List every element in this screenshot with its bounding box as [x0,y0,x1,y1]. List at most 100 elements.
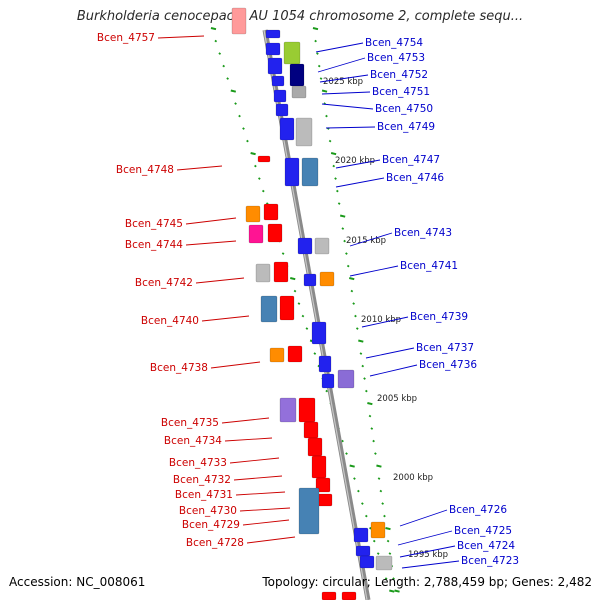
scale-label: 2010 kbp [361,315,401,325]
leader-line [399,545,456,558]
gene-label-left: Bcen_4745 [125,218,183,230]
gene-feature [267,57,283,75]
tick-mark [383,514,386,518]
gene-feature [273,261,289,283]
gene-feature [245,205,261,223]
tick-mark [354,314,357,318]
leader-line [176,165,223,171]
leader-line [233,475,283,481]
gene-feature [319,271,335,287]
tick-mark [392,577,395,580]
tick-mark [301,314,305,318]
tick-mark [317,64,321,68]
gene-feature [231,7,247,35]
gene-label-left: Bcen_4734 [164,435,222,447]
gene-feature [321,591,337,600]
tick-mark [345,452,348,455]
tick-mark [377,477,381,480]
tick-mark [376,552,380,555]
tick-mark [341,439,344,443]
leader-line [315,42,364,53]
gene-label-right: Bcen_4723 [461,555,519,567]
gene-label-right: Bcen_4743 [394,227,452,239]
tick-mark [336,189,339,193]
leader-line [157,35,205,39]
tick-mark [312,27,319,31]
tick-mark [226,77,229,80]
tick-mark [210,27,217,31]
gene-feature [283,41,301,65]
gene-feature [291,85,307,99]
leader-line [401,560,460,569]
gene-feature [267,223,283,243]
leader-line [246,536,296,544]
leader-line [349,232,393,247]
inner-tick-marks [312,27,400,593]
gene-feature [289,63,305,87]
leader-line [317,57,366,73]
gene-feature [257,155,271,163]
tick-mark [332,164,336,168]
gene-feature [284,157,300,187]
tick-mark [313,352,317,355]
gene-feature [298,397,316,423]
gene-feature [263,203,279,221]
tick-mark [250,152,256,156]
gene-feature [314,237,330,255]
scale-label: 1995 kbp [408,550,448,560]
gene-label-right: Bcen_4751 [372,86,430,98]
accession-text: Accession: NC_008061 [9,575,146,589]
right-gene-labels: Bcen_4754 Bcen_4753 Bcen_4752 Bcen_4751 Bcen… [315,37,519,569]
gene-label-right: Bcen_4724 [457,540,515,552]
leader-line [321,91,371,95]
tick-mark [364,514,368,518]
leader-line [221,417,270,424]
gene-label-right: Bcen_4736 [419,359,477,371]
tick-mark [394,589,400,593]
tick-mark [230,89,237,93]
tick-mark [365,389,368,393]
tick-mark [242,127,245,130]
gene-label-left: Bcen_4757 [97,32,155,44]
gene-feature [279,397,297,423]
tick-mark [376,464,382,468]
gene-feature [315,477,331,493]
map-title: Burkholderia cenocepacia AU 1054 chromos… [76,9,524,24]
gene-feature [255,263,271,283]
tick-mark [389,589,395,593]
gene-feature [298,487,320,535]
tick-mark [325,389,329,393]
leader-line [321,103,374,110]
gene-label-left: Bcen_4738 [150,362,208,374]
tick-mark [353,477,356,480]
tick-mark [363,377,366,380]
leader-line [365,347,415,359]
tick-mark [330,152,337,156]
left-gene-labels: Bcen_4757 Bcen_4748 Bcen_4745 Bcen_4744 Bcen… [97,32,296,549]
gene-feature [321,373,335,389]
gene-label-right: Bcen_4749 [377,121,435,133]
tick-mark [316,52,319,55]
gene-label-right: Bcen_4746 [386,172,444,184]
tick-mark [381,502,385,505]
gene-feature [311,321,327,345]
tick-mark [345,252,348,255]
gene-label-right: Bcen_4737 [416,342,474,354]
tick-mark [388,552,392,555]
scale-label: 2005 kbp [377,394,417,404]
gene-label-left: Bcen_4748 [116,164,174,176]
tick-mark [384,577,388,580]
tick-mark [352,302,356,305]
tick-mark [238,114,241,118]
gene-feature [301,157,319,187]
leader-line [319,74,369,83]
scale-label: 2025 kbp [323,77,363,87]
tick-mark [254,164,257,168]
gene-label-left: Bcen_4735 [161,417,219,429]
scale-label: 2000 kbp [393,473,433,483]
leader-line [224,437,273,442]
tick-mark [281,252,285,255]
gene-label-left: Bcen_4730 [179,505,237,517]
gene-feature [318,355,332,373]
